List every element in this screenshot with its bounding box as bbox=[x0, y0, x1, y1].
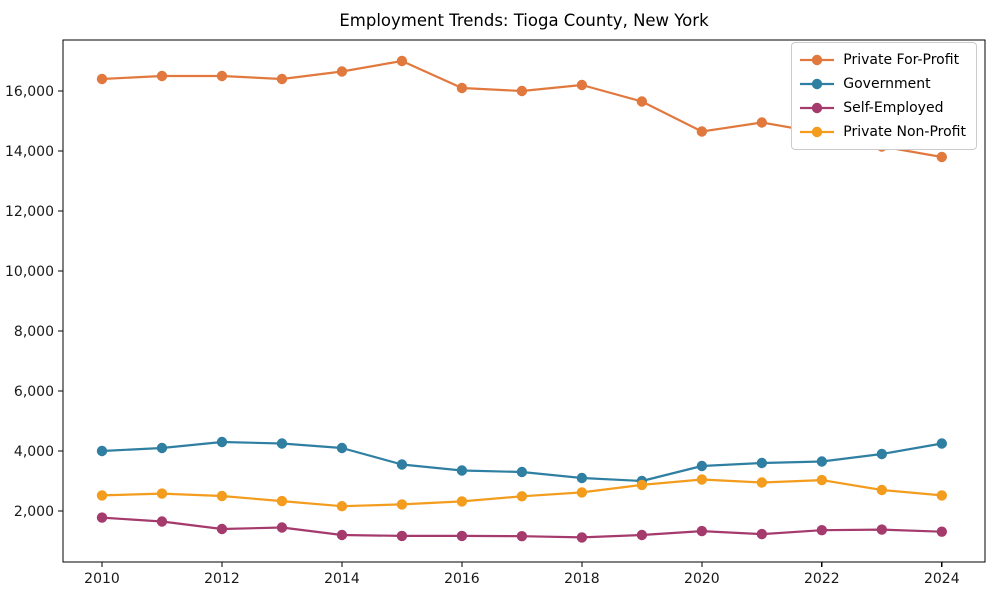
legend-label: Government bbox=[843, 76, 931, 92]
data-point bbox=[456, 496, 468, 507]
data-point bbox=[216, 490, 228, 502]
x-tick-label: 2012 bbox=[204, 571, 240, 587]
data-point bbox=[156, 516, 168, 527]
data-point bbox=[216, 70, 228, 82]
data-point bbox=[876, 484, 888, 496]
data-point bbox=[756, 528, 768, 540]
data-point bbox=[816, 456, 828, 467]
data-point bbox=[876, 448, 888, 460]
data-point bbox=[276, 522, 288, 533]
x-tick-label: 2024 bbox=[924, 571, 960, 587]
legend-marker-icon bbox=[800, 102, 835, 114]
data-point bbox=[396, 459, 408, 470]
data-point bbox=[816, 525, 828, 536]
legend-item-private-for-profit: Private For-Profit bbox=[799, 48, 966, 72]
data-point bbox=[516, 85, 528, 97]
data-point bbox=[156, 442, 168, 454]
plot-border bbox=[62, 39, 986, 563]
data-point bbox=[276, 438, 288, 449]
legend-label: Private For-Profit bbox=[843, 52, 960, 68]
x-tick-label: 2016 bbox=[444, 571, 480, 587]
legend-label: Private Non-Profit bbox=[843, 124, 966, 140]
data-point bbox=[216, 523, 228, 535]
plot-frame bbox=[62, 39, 986, 563]
data-point bbox=[336, 442, 348, 454]
x-tick-label: 2010 bbox=[84, 571, 120, 587]
data-point bbox=[516, 466, 528, 478]
series-lines bbox=[96, 55, 948, 543]
data-point bbox=[696, 126, 708, 137]
data-point bbox=[576, 472, 588, 484]
data-point bbox=[396, 499, 408, 510]
y-tick-label: 2,000 bbox=[14, 504, 54, 520]
legend: Private For-Profit Government Self-Employe… bbox=[791, 42, 977, 150]
data-point bbox=[396, 55, 408, 67]
data-point bbox=[456, 530, 468, 542]
legend-marker-icon bbox=[800, 78, 835, 90]
legend-item-self-employed: Self-Employed bbox=[799, 96, 966, 120]
data-point bbox=[156, 70, 168, 82]
data-point bbox=[936, 151, 948, 163]
data-point bbox=[756, 477, 768, 488]
y-tick-label: 6,000 bbox=[14, 384, 54, 400]
y-tick-label: 4,000 bbox=[14, 444, 54, 460]
data-point bbox=[636, 479, 648, 491]
legend-marker-icon bbox=[800, 54, 835, 66]
data-point bbox=[576, 79, 588, 91]
chart-title: Employment Trends: Tioga County, New Yor… bbox=[339, 11, 709, 30]
data-point bbox=[396, 530, 408, 542]
data-point bbox=[336, 501, 348, 512]
data-point bbox=[636, 96, 648, 107]
x-tick-label: 2018 bbox=[564, 571, 600, 587]
legend-item-government: Government bbox=[799, 72, 966, 96]
y-tick-label: 8,000 bbox=[14, 324, 54, 340]
data-point bbox=[756, 457, 768, 469]
legend-item-private-non-profit: Private Non-Profit bbox=[799, 120, 966, 144]
data-point bbox=[96, 73, 108, 85]
legend-label: Self-Employed bbox=[843, 100, 944, 116]
data-point bbox=[336, 529, 348, 541]
data-point bbox=[936, 526, 948, 537]
x-tick-label: 2022 bbox=[804, 571, 840, 587]
y-tick-label: 10,000 bbox=[5, 264, 54, 280]
data-point bbox=[936, 438, 948, 449]
x-tick-label: 2020 bbox=[684, 571, 720, 587]
data-point bbox=[696, 474, 708, 485]
data-point bbox=[336, 66, 348, 77]
data-point bbox=[456, 82, 468, 94]
data-point bbox=[156, 488, 168, 499]
axis-ticks: 2,000 4,000 6,000 8,000 10,000 12,000 14,000 16… bbox=[5, 84, 960, 587]
y-tick-label: 14,000 bbox=[5, 144, 54, 160]
data-point bbox=[456, 465, 468, 476]
data-point bbox=[636, 529, 648, 541]
y-tick-label: 12,000 bbox=[5, 204, 54, 220]
data-point bbox=[696, 525, 708, 537]
data-point bbox=[96, 512, 108, 523]
data-point bbox=[696, 460, 708, 472]
legend-marker-icon bbox=[800, 126, 835, 138]
data-point bbox=[756, 117, 768, 128]
y-tick-label: 16,000 bbox=[5, 84, 54, 100]
data-point bbox=[276, 495, 288, 507]
data-point bbox=[576, 532, 588, 543]
data-point bbox=[516, 531, 528, 542]
data-point bbox=[216, 436, 228, 448]
data-point bbox=[576, 487, 588, 498]
data-point bbox=[936, 490, 948, 501]
data-point bbox=[876, 524, 888, 535]
data-point bbox=[816, 474, 828, 486]
data-point bbox=[96, 490, 108, 501]
data-point bbox=[516, 491, 528, 502]
data-point bbox=[96, 445, 108, 457]
x-tick-label: 2014 bbox=[324, 571, 360, 587]
data-point bbox=[276, 73, 288, 85]
